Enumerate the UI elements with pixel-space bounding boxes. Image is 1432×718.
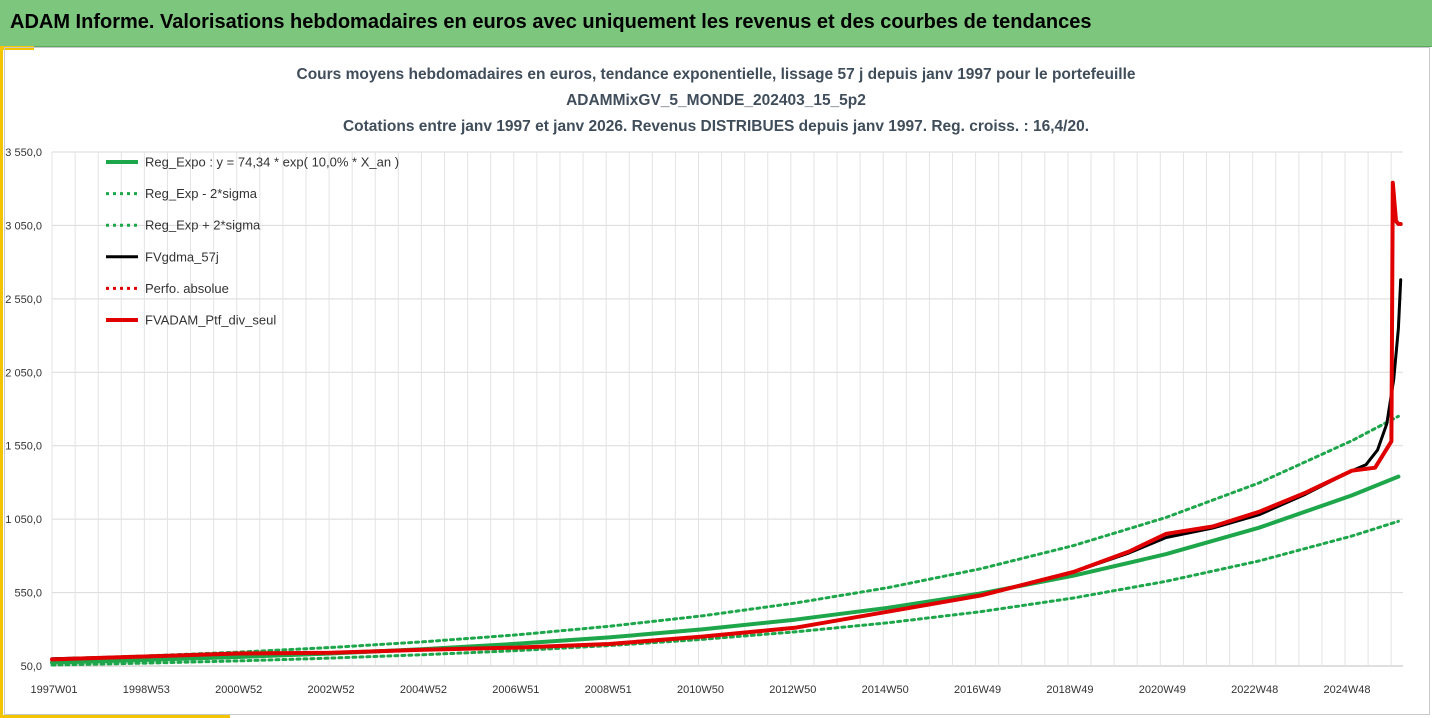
series-line-0 (50, 474, 1401, 665)
x-tick-label: 2000W52 (215, 684, 262, 696)
x-tick-label: 2018W49 (1046, 684, 1093, 696)
accent-bar-top (0, 46, 34, 50)
x-tick-label: 2016W49 (954, 684, 1001, 696)
y-tick-label: 3 550,0 (5, 147, 42, 159)
legend-label-2: Reg_Exp + 2*sigma (145, 218, 261, 233)
legend-label-5: FVADAM_Ptf_div_seul (145, 313, 276, 328)
x-tick-label: 2004W52 (400, 684, 447, 696)
grid-lines (51, 151, 1403, 667)
y-tick-label: 1 050,0 (5, 514, 42, 526)
x-tick-label: 2012W50 (769, 684, 816, 696)
chart-subtitle: ADAMMixGV_5_MONDE_202403_15_5p2 (566, 92, 866, 109)
report-title: ADAM Informe. Valorisations hebdomadaire… (10, 11, 1092, 33)
x-tick-label: 2008W51 (585, 684, 632, 696)
y-tick-label: 550,0 (14, 588, 42, 600)
report-banner: ADAM Informe. Valorisations hebdomadaire… (0, 0, 1432, 47)
y-tick-label: 2 050,0 (5, 367, 42, 379)
y-tick-label: 1 550,0 (5, 441, 42, 453)
x-tick-label: 2002W52 (308, 684, 355, 696)
x-tick-label: 1998W53 (123, 684, 170, 696)
y-tick-label: 50,0 (21, 661, 42, 673)
legend-label-4: Perfo. absolue (145, 281, 229, 296)
series-line-1 (50, 519, 1400, 667)
chart-subtitle-2: Cotations entre janv 1997 et janv 2026. … (342, 118, 1090, 135)
chart-frame (4, 47, 1430, 715)
legend-label-0: Reg_Expo : y = 74,34 * exp( 10,0% * X_an… (145, 155, 399, 170)
y-tick-label: 3 050,0 (5, 220, 42, 232)
series-lines (50, 180, 1403, 667)
x-tick-label: 2022W48 (1231, 684, 1278, 696)
legend-label-3: FVgdma_57j (145, 249, 219, 264)
y-axis-ticks: 50,0 550,0 1 050,0 1 550,0 2 050,0 2 550,0 3 0… (5, 147, 42, 673)
x-axis-ticks: 1997W01 1998W53 2000W52 2002W52 2004W52 2006W… (30, 684, 1370, 696)
x-tick-label: 2006W51 (492, 684, 539, 696)
series-line-5 (50, 180, 1403, 662)
legend: Reg_Expo : y = 74,34 * exp( 10,0% * X_an… (106, 155, 399, 328)
chart-title: Cours moyens hebdomadaires en euros, ten… (296, 66, 1136, 83)
x-tick-label: 2014W50 (862, 684, 909, 696)
series-line-3 (50, 278, 1403, 661)
accent-bar-bottom (0, 715, 230, 718)
x-tick-label: 1997W01 (30, 684, 77, 696)
series-line-4 (50, 181, 1403, 661)
x-tick-label: 2020W49 (1139, 684, 1186, 696)
x-tick-label: 2010W50 (677, 684, 724, 696)
y-tick-label: 2 550,0 (5, 294, 42, 306)
accent-bar-left (0, 46, 3, 718)
series-line-2 (50, 414, 1400, 661)
legend-label-1: Reg_Exp - 2*sigma (145, 186, 258, 201)
x-tick-label: 2024W48 (1323, 684, 1370, 696)
